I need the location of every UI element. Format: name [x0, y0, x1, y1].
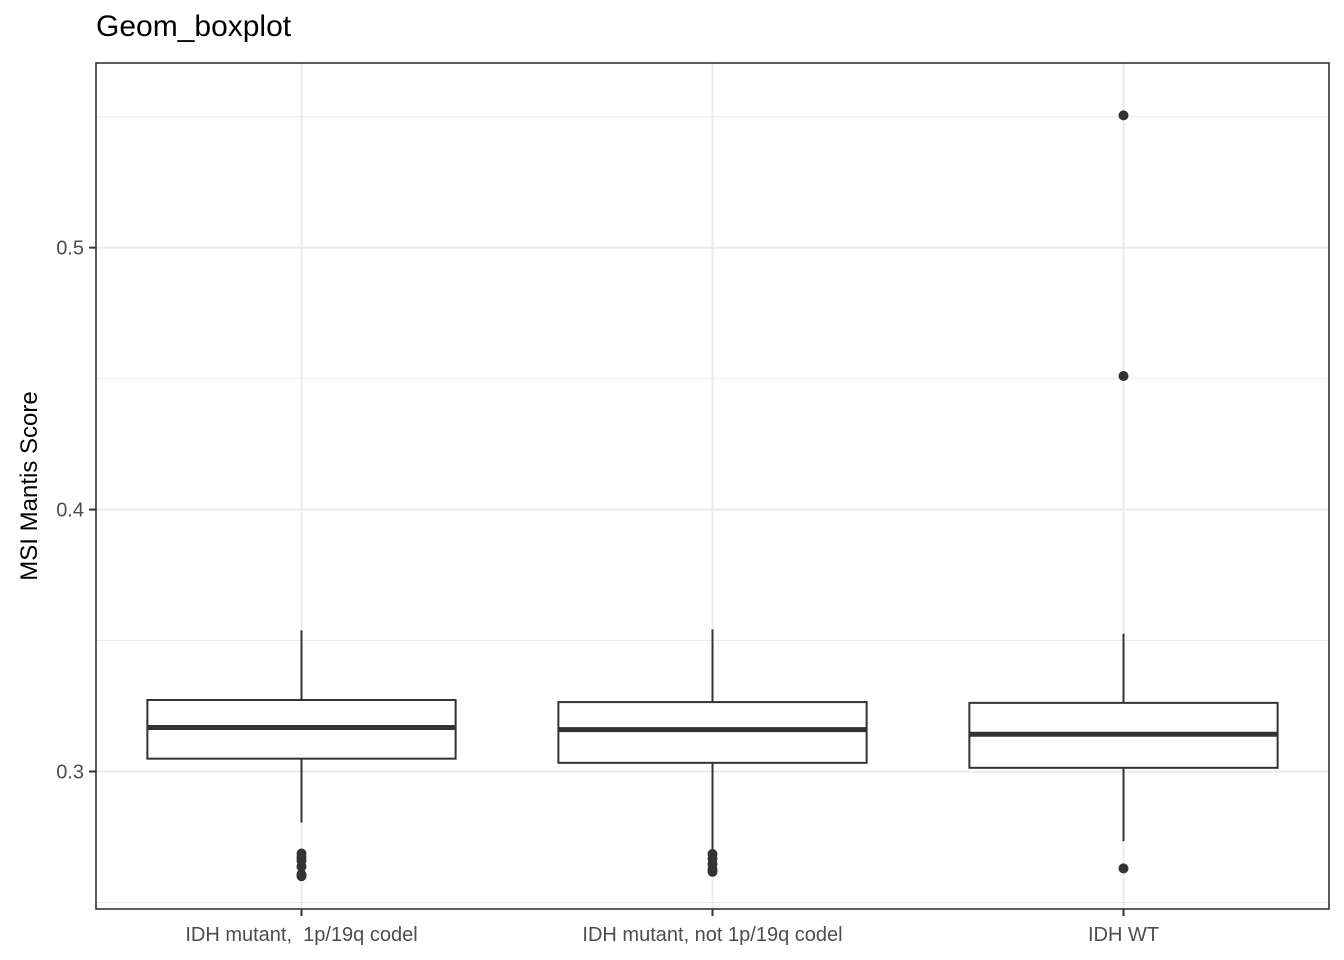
x-axis: IDH mutant, 1p/19q codel IDH mutant, not …: [185, 909, 1159, 946]
y-tick-label: 0.5: [56, 238, 84, 260]
box-3: [968, 110, 1279, 874]
y-tick-label: 0.3: [56, 761, 84, 783]
boxes: [146, 110, 1279, 882]
box-iqr: [557, 701, 868, 764]
x-tick-label: IDH mutant, 1p/19q codel: [185, 924, 417, 946]
x-tick-label: IDH mutant, not 1p/19q codel: [582, 924, 842, 946]
chart-title: Geom_boxplot: [96, 10, 292, 43]
y-axis: 0.3 0.4 0.5: [56, 238, 96, 783]
y-tick-label: 0.4: [56, 500, 84, 522]
outlier-point: [1118, 863, 1129, 874]
outlier-point: [296, 861, 307, 872]
box-2: [557, 629, 868, 877]
outlier-point: [1118, 110, 1129, 121]
x-tick-label: IDH WT: [1088, 924, 1159, 946]
box-1: [146, 630, 457, 882]
outlier-point: [707, 866, 718, 877]
outlier-point: [1118, 370, 1129, 381]
y-axis-title: MSI Mantis Score: [16, 391, 43, 580]
outlier-point: [296, 871, 307, 882]
